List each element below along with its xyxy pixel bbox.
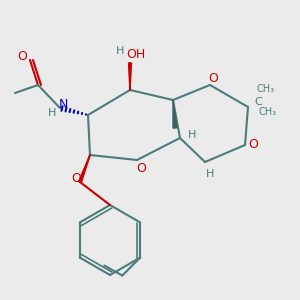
Text: O: O xyxy=(136,161,146,175)
Text: OH: OH xyxy=(126,49,146,62)
Text: CH₃: CH₃ xyxy=(259,107,277,117)
Polygon shape xyxy=(79,155,90,182)
Text: H: H xyxy=(48,108,56,118)
Text: N: N xyxy=(58,98,68,112)
Polygon shape xyxy=(173,100,177,128)
Text: H: H xyxy=(116,46,124,56)
Text: O: O xyxy=(71,172,81,184)
Polygon shape xyxy=(128,63,131,90)
Text: C: C xyxy=(254,97,262,107)
Text: O: O xyxy=(208,73,218,85)
Text: H: H xyxy=(206,169,214,179)
Text: O: O xyxy=(17,50,27,64)
Text: H: H xyxy=(188,130,196,140)
Text: CH₃: CH₃ xyxy=(257,84,275,94)
Text: O: O xyxy=(248,139,258,152)
